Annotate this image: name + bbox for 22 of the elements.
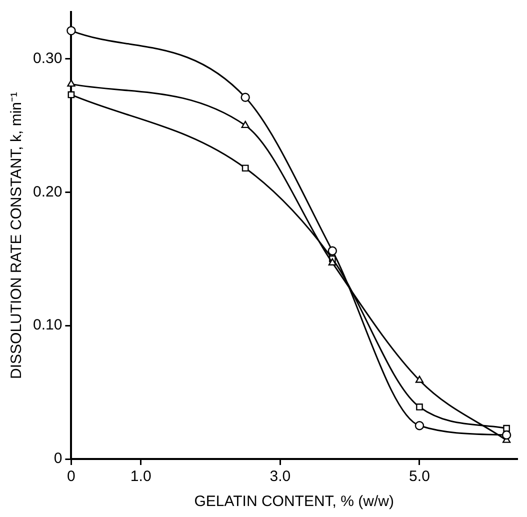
point <box>328 258 336 266</box>
x-tick-label: 3.0 <box>270 468 291 486</box>
point <box>328 246 338 256</box>
point <box>66 26 76 36</box>
x-axis-title: GELATIN CONTENT, % (w/w) <box>194 493 394 510</box>
y-tick-label: 0.10 <box>32 316 62 334</box>
point <box>240 92 250 102</box>
y-tick-label: 0.20 <box>32 183 62 200</box>
x-tick-label: 5.0 <box>409 468 430 486</box>
y-tick-label: 0.30 <box>32 50 62 67</box>
x-tick-label: 1.0 <box>130 468 152 486</box>
x-tick-label: 0 <box>67 468 76 486</box>
y-axis-title: DISSOLUTION RATE CONSTANT, k, min⁻¹ <box>8 92 26 379</box>
point <box>414 421 424 430</box>
point <box>68 91 75 98</box>
point <box>503 424 510 432</box>
point <box>241 120 250 128</box>
point <box>502 430 512 440</box>
point <box>415 376 424 383</box>
point <box>242 164 249 172</box>
point <box>416 404 423 410</box>
y-tick-label: 0 <box>54 450 62 468</box>
